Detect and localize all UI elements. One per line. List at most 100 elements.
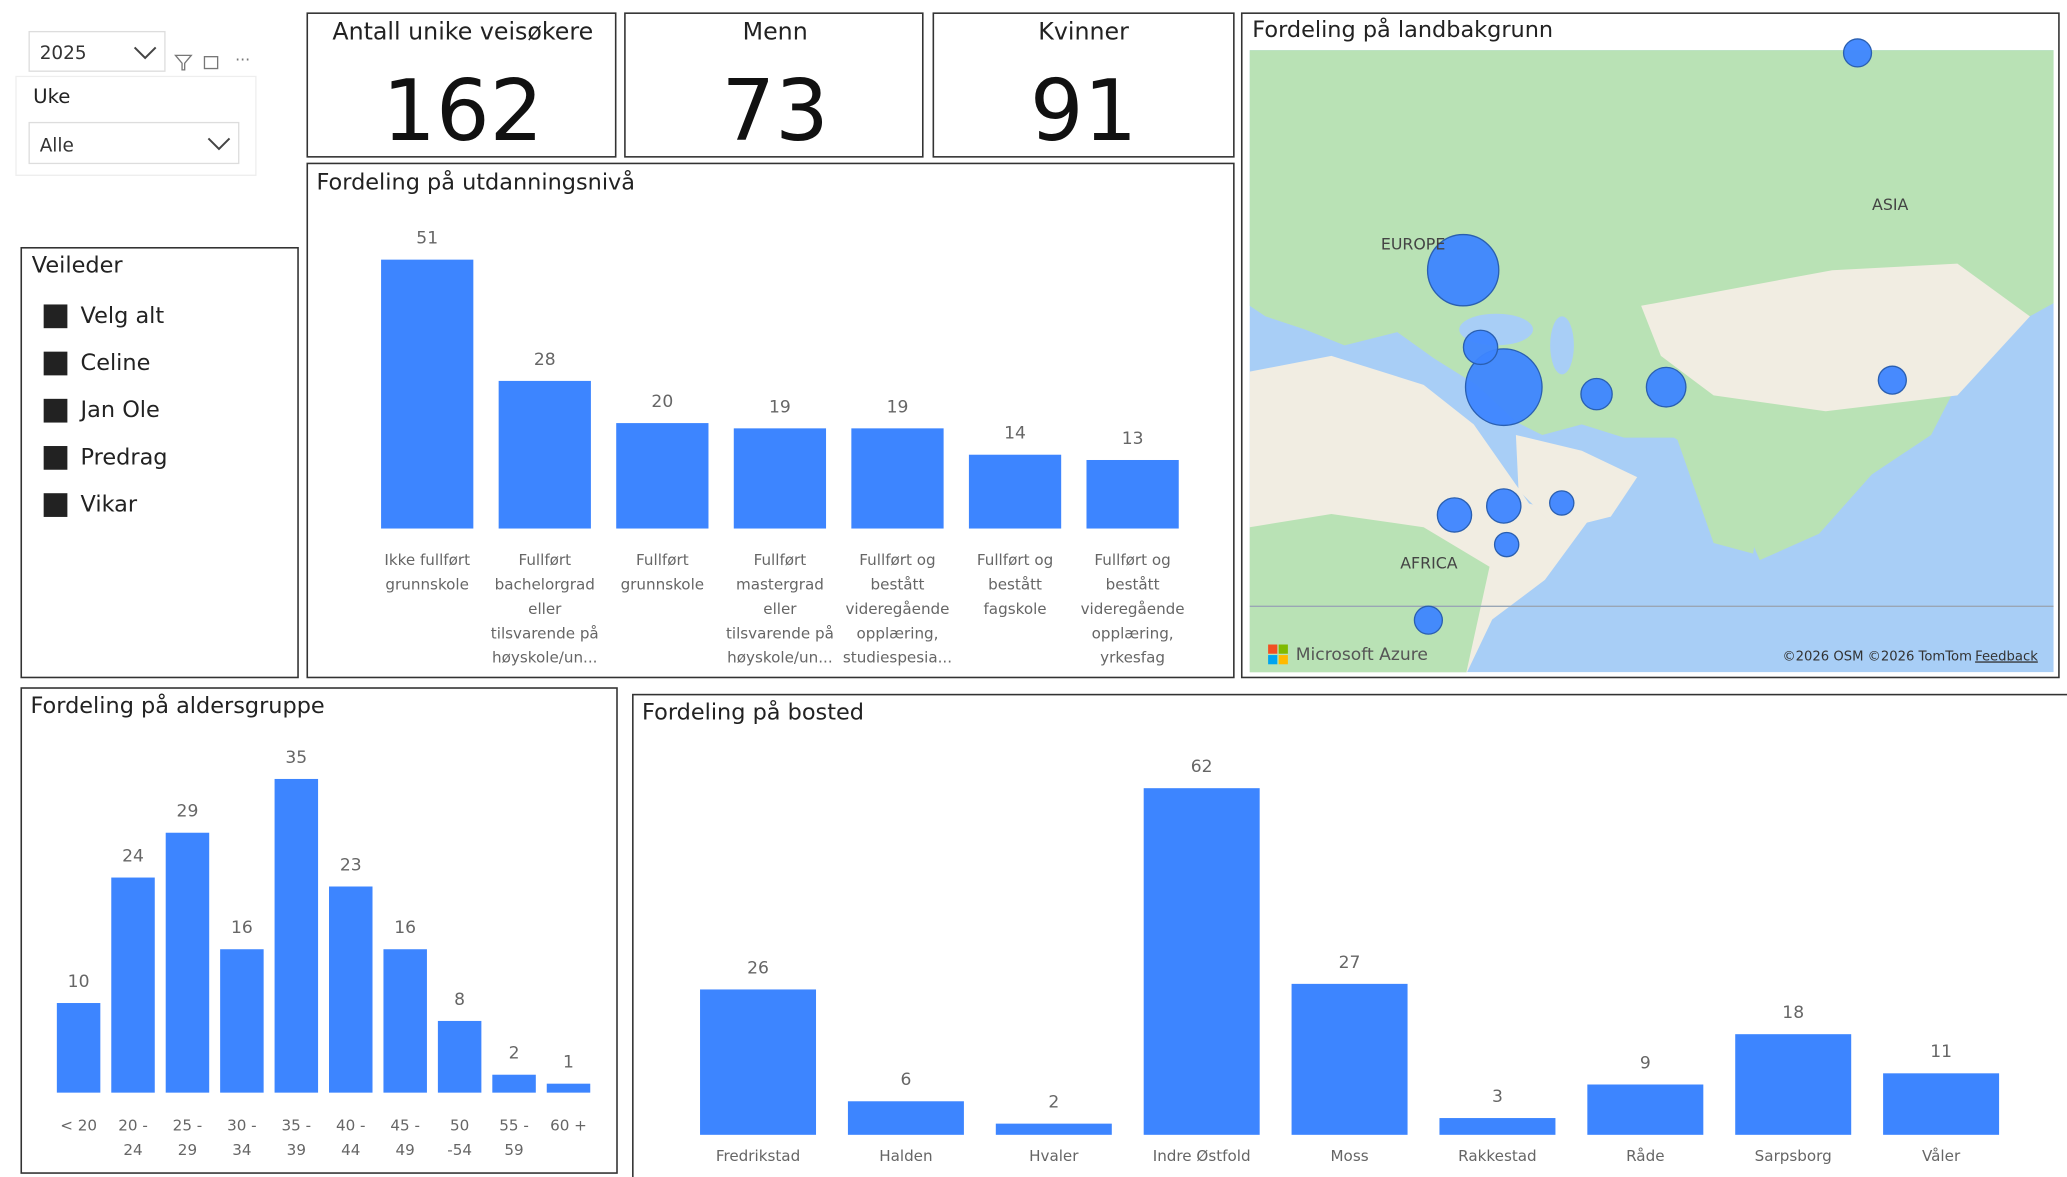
data-label: 19 — [769, 397, 791, 417]
data-label: 18 — [1782, 1003, 1804, 1023]
more-icon[interactable]: ··· — [235, 50, 250, 69]
bubble — [1436, 497, 1473, 533]
x-tick-label: Fullført bachelorgrad eller tilsvarende på h… — [491, 551, 599, 667]
bubble — [1426, 233, 1500, 307]
checkbox[interactable] — [43, 304, 68, 329]
x-tick-label: Rakkestad — [1458, 1146, 1537, 1164]
bar — [1439, 1118, 1556, 1135]
x-tick-label: Fredrikstad — [716, 1146, 800, 1164]
region-label: EUROPE — [1381, 235, 1445, 254]
map-feedback[interactable]: Feedback — [1975, 649, 2038, 664]
x-tick-label: Ikke fullført grunnskole — [384, 551, 470, 593]
data-label: 1 — [563, 1053, 574, 1073]
region-label: ASIA — [1872, 195, 1908, 214]
data-label: 3 — [1492, 1087, 1503, 1107]
bar — [381, 259, 474, 529]
bubble — [1493, 531, 1520, 558]
bar — [1291, 983, 1408, 1135]
chevron — [207, 137, 231, 151]
bar — [1086, 459, 1179, 529]
data-label: 14 — [1004, 424, 1026, 444]
data-label: 16 — [394, 918, 416, 938]
chart-title: Fordeling på utdanningsnivå — [316, 168, 635, 196]
logo — [1278, 655, 1288, 665]
checkbox[interactable] — [43, 493, 68, 517]
bar — [546, 1083, 591, 1093]
bar — [437, 1020, 482, 1093]
logo — [1268, 655, 1278, 665]
bar — [56, 1003, 101, 1093]
bar — [329, 886, 373, 1093]
logo — [1278, 644, 1288, 654]
checkbox[interactable] — [43, 351, 68, 376]
veileder-list: Velg alt Celine Jan Ole Predrag Vikar — [43, 303, 168, 518]
data-label: 29 — [177, 802, 199, 822]
map-title: Fordeling på landbakgrunn — [1252, 15, 1553, 43]
bubble — [1645, 366, 1687, 408]
veileder-item: Velg alt — [81, 303, 165, 329]
data-label: 16 — [231, 918, 253, 938]
bar — [1587, 1084, 1704, 1135]
bubble — [1580, 377, 1613, 411]
veileder-item: Celine — [81, 350, 151, 376]
data-label: 26 — [747, 958, 769, 978]
data-label: 10 — [68, 972, 90, 992]
bubbles — [1413, 38, 1907, 635]
data-label: 24 — [122, 846, 144, 866]
card-label: Kvinner — [1038, 17, 1129, 45]
card-value: 73 — [722, 62, 829, 160]
data-label: 27 — [1339, 953, 1361, 973]
bar — [492, 1074, 536, 1093]
bar — [1735, 1034, 1852, 1135]
bar — [111, 877, 155, 1093]
card — [932, 12, 1235, 158]
bar — [847, 1101, 964, 1135]
card-label: Menn — [743, 17, 808, 45]
x-tick-label: Hvaler — [1029, 1146, 1079, 1164]
bar — [383, 949, 427, 1093]
logo — [1268, 644, 1278, 654]
data-label: 8 — [454, 990, 465, 1010]
x-tick-label: Sarpsborg — [1755, 1146, 1832, 1164]
bar — [1143, 788, 1260, 1135]
focus-icon[interactable] — [203, 56, 219, 70]
data-label: 19 — [887, 397, 909, 417]
x-tick-label: Indre Østfold — [1153, 1146, 1251, 1164]
checkbox[interactable] — [43, 398, 68, 423]
x-tick-label: Moss — [1331, 1146, 1369, 1164]
data-label: 28 — [534, 350, 556, 370]
bar — [498, 380, 591, 529]
bubble — [1877, 365, 1907, 395]
x-tick-label: Fullført og bestått videregående opplæring,… — [843, 551, 952, 667]
year-value: 2025 — [40, 43, 87, 64]
bar — [700, 989, 817, 1135]
card — [624, 12, 924, 158]
x-tick-label: 30 -34 — [227, 1116, 257, 1158]
veileder-item: Vikar — [81, 492, 138, 518]
bar — [995, 1123, 1112, 1135]
week-label: Uke — [33, 85, 70, 108]
data-label: 20 — [651, 392, 673, 412]
x-tick-label: 40 -44 — [336, 1116, 366, 1158]
chart-title: Fordeling på aldersgruppe — [30, 691, 324, 719]
filter-icon[interactable] — [174, 54, 193, 71]
bar — [220, 949, 264, 1093]
week-value: Alle — [40, 135, 74, 156]
data-label: 23 — [340, 855, 362, 875]
veileder-item: Jan Ole — [79, 397, 160, 423]
data-label: 35 — [285, 748, 307, 768]
bubble — [1549, 490, 1575, 516]
week-dropdown[interactable] — [28, 121, 240, 165]
bubble — [1842, 38, 1873, 68]
bar — [165, 832, 210, 1093]
map-attribution: ©2026 OSM ©2026 TomTom — [1782, 649, 1971, 664]
bubble — [1462, 329, 1499, 366]
checkbox[interactable] — [43, 446, 68, 470]
card-label: Antall unike veisøkere — [332, 17, 593, 45]
year-dropdown[interactable] — [28, 30, 166, 72]
x-tick-label: Fullført og bestått videregående opplæring,… — [1081, 551, 1185, 667]
bar — [851, 428, 944, 529]
map-base — [1249, 50, 2054, 673]
data-label: 2 — [509, 1044, 520, 1064]
